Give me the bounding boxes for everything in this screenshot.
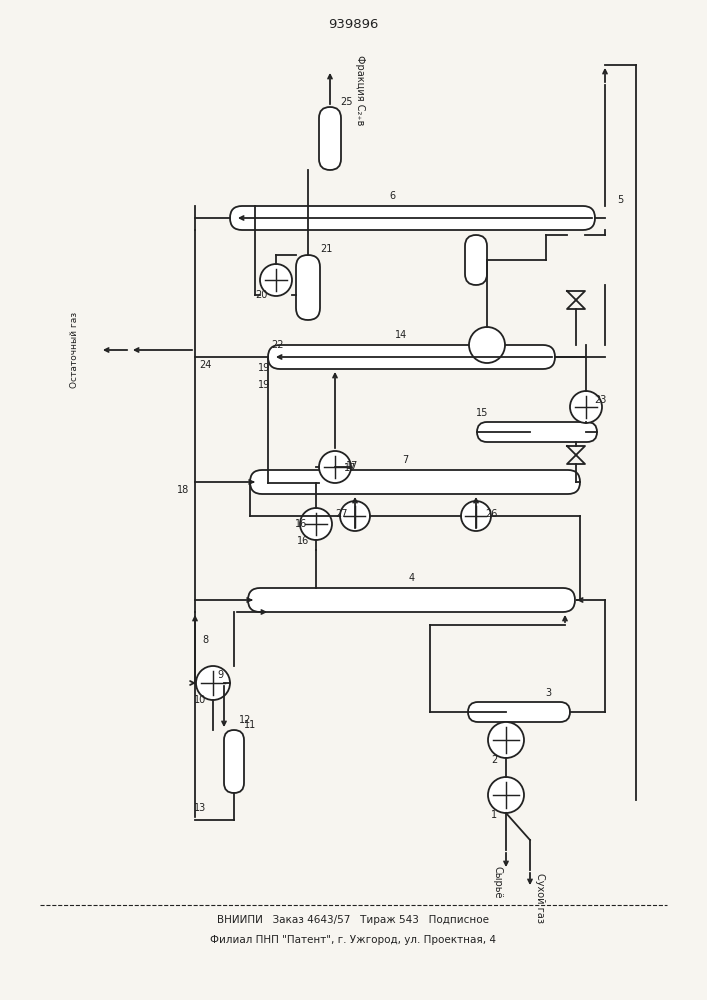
FancyBboxPatch shape xyxy=(250,470,580,494)
Text: 19: 19 xyxy=(258,380,270,390)
Text: 4: 4 xyxy=(409,573,414,583)
FancyBboxPatch shape xyxy=(296,255,320,320)
Circle shape xyxy=(469,327,505,363)
Text: 7: 7 xyxy=(402,455,408,465)
Text: 19: 19 xyxy=(258,363,270,373)
Text: 26: 26 xyxy=(485,509,497,519)
Circle shape xyxy=(300,508,332,540)
Text: 21: 21 xyxy=(320,244,332,254)
Text: 1: 1 xyxy=(491,810,497,820)
Text: 17: 17 xyxy=(344,463,356,473)
FancyBboxPatch shape xyxy=(230,206,595,230)
Text: 20: 20 xyxy=(255,290,267,300)
Text: 22: 22 xyxy=(271,340,284,350)
FancyBboxPatch shape xyxy=(468,702,570,722)
FancyBboxPatch shape xyxy=(319,107,341,170)
Text: 11: 11 xyxy=(244,720,256,730)
FancyBboxPatch shape xyxy=(248,588,575,612)
Circle shape xyxy=(461,501,491,531)
Circle shape xyxy=(570,391,602,423)
Circle shape xyxy=(340,501,370,531)
Text: Филиал ПНП "Патент", г. Ужгород, ул. Проектная, 4: Филиал ПНП "Патент", г. Ужгород, ул. Про… xyxy=(210,935,496,945)
Circle shape xyxy=(488,777,524,813)
Text: Сухой газ: Сухой газ xyxy=(535,873,545,923)
Text: 9: 9 xyxy=(217,670,223,680)
Circle shape xyxy=(260,264,292,296)
FancyBboxPatch shape xyxy=(268,345,555,369)
FancyBboxPatch shape xyxy=(465,235,487,285)
Text: 16: 16 xyxy=(297,536,309,546)
FancyBboxPatch shape xyxy=(477,422,597,442)
Text: 13: 13 xyxy=(194,803,206,813)
Text: Сырьё: Сырьё xyxy=(493,866,503,898)
Text: 10: 10 xyxy=(194,695,206,705)
Circle shape xyxy=(319,451,351,483)
Text: 8: 8 xyxy=(202,635,208,645)
Text: ВНИИПИ   Заказ 4643/57   Тираж 543   Подписное: ВНИИПИ Заказ 4643/57 Тираж 543 Подписное xyxy=(217,915,489,925)
Circle shape xyxy=(488,722,524,758)
FancyBboxPatch shape xyxy=(224,730,244,793)
Text: 3: 3 xyxy=(545,688,551,698)
Text: 2: 2 xyxy=(491,755,497,765)
Text: 24: 24 xyxy=(199,360,211,370)
Text: 25: 25 xyxy=(341,97,354,107)
Text: Фракция С₂₊в: Фракция С₂₊в xyxy=(355,55,365,125)
Text: 17: 17 xyxy=(346,461,358,471)
Text: 27: 27 xyxy=(336,509,349,519)
Text: 23: 23 xyxy=(594,395,606,405)
Text: 939896: 939896 xyxy=(328,18,378,31)
Text: 12: 12 xyxy=(239,715,251,725)
Text: 14: 14 xyxy=(395,330,408,340)
Text: 5: 5 xyxy=(617,195,623,205)
Text: 15: 15 xyxy=(476,408,489,418)
Circle shape xyxy=(196,666,230,700)
Text: 6: 6 xyxy=(390,191,395,201)
Text: Остаточный газ: Остаточный газ xyxy=(71,312,79,388)
Text: 18: 18 xyxy=(177,485,189,495)
Text: 16: 16 xyxy=(295,519,307,529)
